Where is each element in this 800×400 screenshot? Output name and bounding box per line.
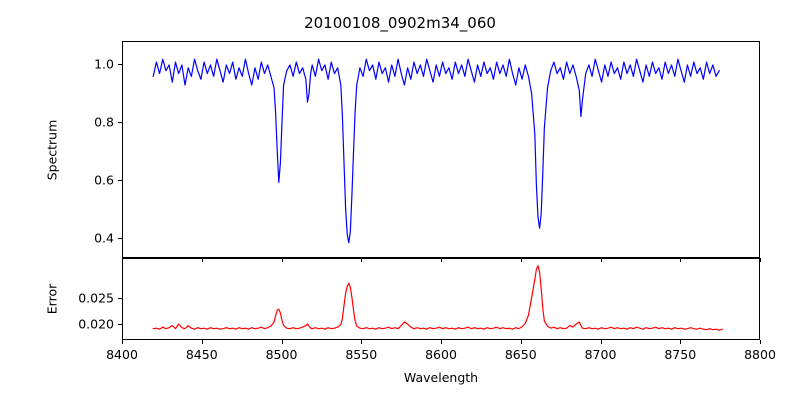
x-tick-label: 8750 bbox=[664, 347, 697, 362]
wavelength-axis-label: Wavelength bbox=[403, 370, 479, 385]
x-tick-mark bbox=[760, 340, 761, 344]
error-line-series bbox=[152, 265, 724, 331]
error-panel bbox=[122, 258, 760, 340]
y-tick-mark bbox=[118, 64, 122, 66]
y-tick-label: 0.020 bbox=[78, 316, 114, 332]
x-tick-mark bbox=[122, 258, 123, 262]
spectrum-axis-label: Spectrum bbox=[44, 119, 60, 180]
spectrum-panel bbox=[122, 41, 760, 258]
x-tick-mark bbox=[680, 258, 682, 262]
y-tick-mark bbox=[118, 237, 122, 239]
y-tick-label: 0.025 bbox=[78, 290, 114, 306]
x-tick-label: 8800 bbox=[744, 347, 776, 362]
x-tick-mark bbox=[520, 258, 522, 262]
x-tick-mark bbox=[441, 340, 442, 344]
y-tick-mark bbox=[118, 179, 122, 181]
x-tick-mark bbox=[281, 258, 283, 262]
x-tick-label: 8500 bbox=[265, 347, 298, 362]
x-tick-mark bbox=[201, 340, 203, 344]
error-axis-label: Error bbox=[44, 283, 60, 315]
x-tick-mark bbox=[600, 258, 602, 262]
spectrum-line-series bbox=[152, 58, 720, 244]
y-tick-label: 1.0 bbox=[94, 56, 114, 72]
x-tick-label: 8400 bbox=[106, 347, 138, 362]
x-tick-mark bbox=[281, 340, 283, 344]
x-tick-mark bbox=[760, 258, 761, 262]
x-tick-label: 8550 bbox=[345, 347, 378, 362]
x-tick-mark bbox=[361, 340, 363, 344]
x-tick-mark bbox=[680, 340, 682, 344]
y-tick-label: 0.4 bbox=[94, 230, 114, 246]
x-tick-mark bbox=[361, 258, 363, 262]
x-tick-mark bbox=[201, 258, 203, 262]
x-tick-mark bbox=[122, 340, 123, 344]
x-tick-label: 8700 bbox=[584, 347, 617, 362]
figure-title: 20100108_0902m34_060 bbox=[304, 14, 496, 32]
x-tick-mark bbox=[600, 340, 602, 344]
x-tick-mark bbox=[441, 258, 442, 262]
x-tick-mark bbox=[520, 340, 522, 344]
x-tick-label: 8600 bbox=[425, 347, 457, 362]
y-tick-mark bbox=[118, 324, 122, 326]
y-tick-label: 0.8 bbox=[94, 114, 114, 130]
y-tick-mark bbox=[118, 122, 122, 123]
x-tick-label: 8450 bbox=[185, 347, 218, 362]
y-tick-label: 0.6 bbox=[94, 172, 114, 188]
y-tick-mark bbox=[118, 297, 122, 299]
x-tick-label: 8650 bbox=[504, 347, 537, 362]
